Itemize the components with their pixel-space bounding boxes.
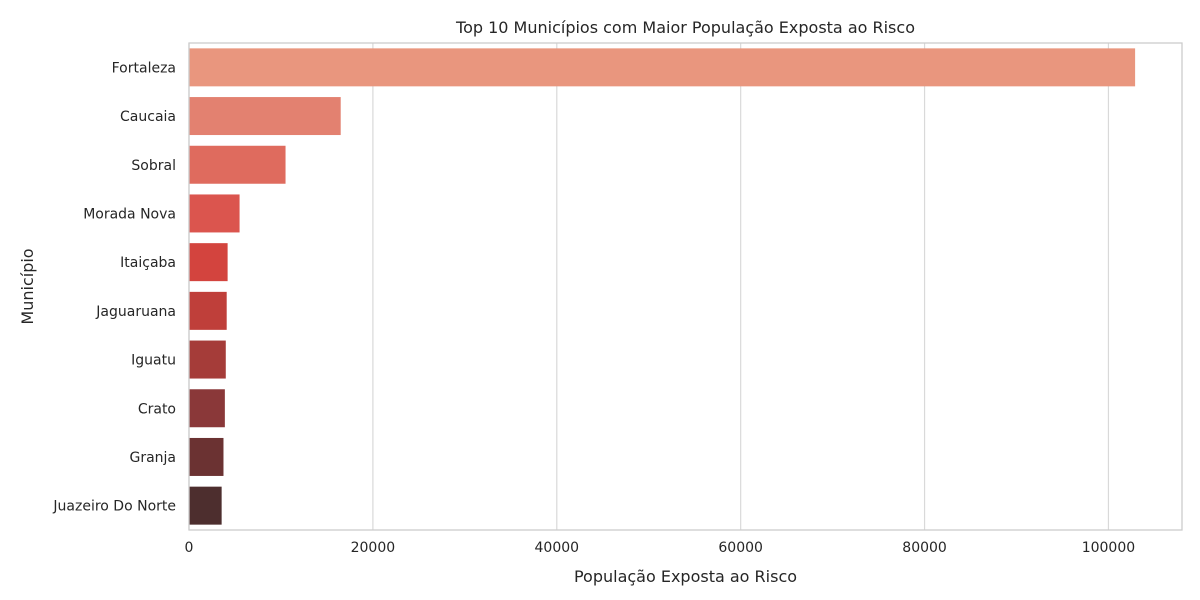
bar bbox=[189, 145, 286, 184]
x-tick-label: 20000 bbox=[351, 540, 396, 556]
bar bbox=[189, 243, 228, 282]
x-axis-title: População Exposta ao Risco bbox=[574, 567, 797, 586]
y-tick-label: Itaiçaba bbox=[120, 255, 176, 271]
chart-title: Top 10 Municípios com Maior População Ex… bbox=[455, 18, 915, 37]
x-tick-labels: 0 20000 40000 60000 80000 100000 bbox=[185, 540, 1136, 556]
x-tick-label: 40000 bbox=[535, 540, 580, 556]
y-tick-label: Caucaia bbox=[120, 109, 176, 125]
bars bbox=[189, 48, 1136, 525]
bar bbox=[189, 291, 227, 330]
y-tick-label: Sobral bbox=[131, 158, 176, 174]
y-tick-label: Juazeiro Do Norte bbox=[52, 499, 176, 515]
bar bbox=[189, 48, 1136, 87]
x-tick-label: 100000 bbox=[1082, 540, 1135, 556]
bar bbox=[189, 194, 240, 233]
x-tick-label: 60000 bbox=[718, 540, 763, 556]
y-tick-labels: Fortaleza Caucaia Sobral Morada Nova Itaiçab… bbox=[52, 60, 176, 514]
x-tick-label: 0 bbox=[185, 540, 194, 556]
y-tick-label: Granja bbox=[129, 450, 176, 466]
y-tick-label: Iguatu bbox=[131, 353, 176, 369]
y-tick-label: Morada Nova bbox=[83, 206, 176, 222]
bar bbox=[189, 389, 225, 428]
bar bbox=[189, 340, 226, 379]
plot-frame bbox=[188, 42, 1183, 531]
bar bbox=[189, 437, 224, 476]
y-tick-label: Jaguaruana bbox=[95, 304, 176, 320]
y-axis-title: Município bbox=[18, 248, 37, 324]
y-tick-label: Fortaleza bbox=[112, 60, 176, 76]
y-tick-label: Crato bbox=[138, 401, 176, 417]
bar bbox=[189, 486, 222, 525]
bar bbox=[189, 97, 341, 136]
x-tick-label: 80000 bbox=[902, 540, 947, 556]
